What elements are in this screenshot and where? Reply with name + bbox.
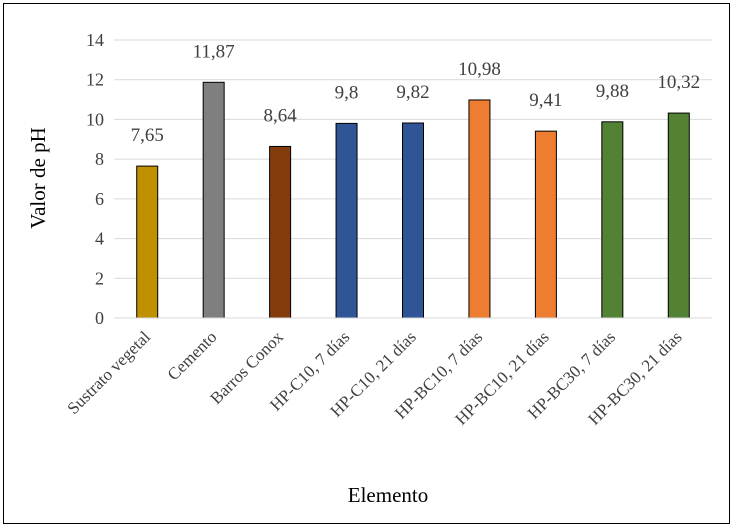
category-label: Sustrato vegetal (63, 327, 154, 418)
data-label: 9,8 (335, 82, 359, 103)
bar (269, 145, 292, 319)
y-axis-title: Valor de pH (26, 127, 50, 228)
y-tick-label: 12 (86, 70, 104, 90)
data-label: 8,64 (263, 105, 297, 126)
category-label: Cemento (164, 327, 221, 384)
bar (202, 81, 225, 319)
y-axis-ticks: 0 2 4 6 8 10 12 14 (86, 30, 104, 328)
y-tick-label: 6 (95, 189, 104, 209)
bar (601, 121, 624, 319)
data-label: 11,87 (193, 41, 235, 62)
bars (136, 81, 690, 319)
bar (667, 112, 690, 319)
y-tick-label: 8 (95, 149, 104, 169)
bar (335, 122, 358, 319)
y-tick-label: 14 (86, 30, 104, 50)
data-label: 10,32 (657, 72, 700, 93)
bar (534, 130, 557, 319)
data-label: 9,82 (396, 82, 429, 103)
data-label: 9,41 (529, 90, 562, 111)
bar (402, 122, 424, 319)
data-label: 9,88 (596, 81, 629, 102)
data-labels: 7,65 11,87 8,64 9,8 9,82 10,98 9,41 9,88 10,32 (131, 41, 701, 146)
bar (468, 99, 491, 319)
bar (136, 165, 159, 319)
y-tick-label: 4 (95, 229, 104, 249)
data-label: 10,98 (458, 59, 501, 80)
y-tick-label: 2 (95, 268, 104, 288)
y-tick-label: 10 (86, 109, 104, 129)
x-axis-title: Elemento (348, 483, 428, 507)
y-tick-label: 0 (95, 308, 104, 328)
data-label: 7,65 (131, 125, 164, 146)
